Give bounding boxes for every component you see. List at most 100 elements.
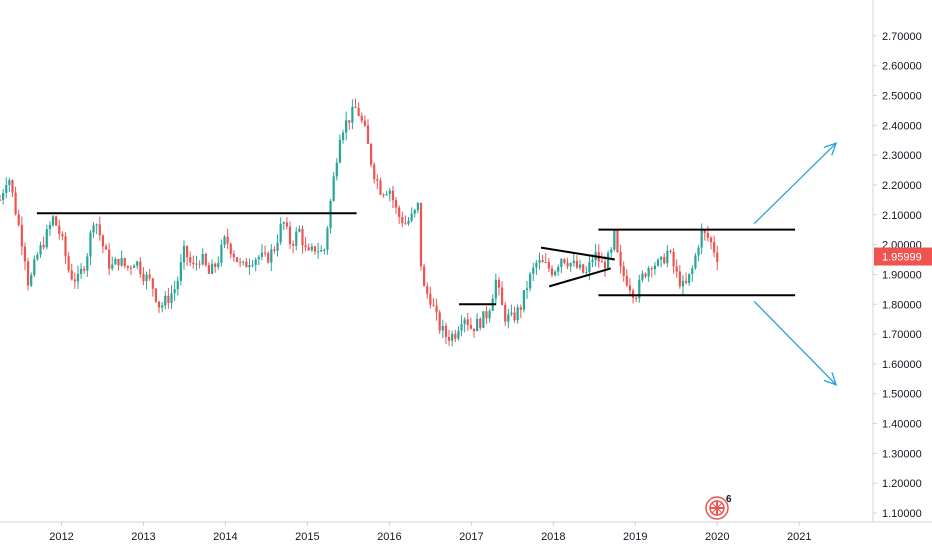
candle[interactable] — [569, 262, 572, 272]
candle[interactable] — [95, 223, 98, 235]
candle[interactable] — [519, 304, 522, 318]
candle[interactable] — [338, 134, 342, 164]
candle[interactable] — [298, 225, 301, 233]
candle[interactable] — [482, 311, 485, 329]
candle[interactable] — [251, 260, 254, 268]
candle[interactable] — [510, 304, 513, 317]
candle[interactable] — [507, 309, 510, 329]
candle[interactable] — [45, 224, 48, 250]
candle[interactable] — [304, 237, 307, 252]
bullish-projection-arrow[interactable] — [753, 142, 838, 225]
candle[interactable] — [288, 221, 292, 250]
candle[interactable] — [494, 273, 497, 305]
candle[interactable] — [544, 253, 547, 264]
candle[interactable] — [466, 312, 469, 331]
candle[interactable] — [332, 172, 335, 202]
candle[interactable] — [351, 99, 354, 130]
candle[interactable] — [292, 240, 295, 254]
candle[interactable] — [516, 304, 519, 324]
candle[interactable] — [416, 202, 419, 214]
candle[interactable] — [345, 111, 348, 141]
candle[interactable] — [229, 242, 232, 259]
candle[interactable] — [675, 259, 678, 278]
candle[interactable] — [525, 281, 529, 299]
candle[interactable] — [684, 272, 688, 285]
candle[interactable] — [173, 280, 176, 302]
candle[interactable] — [86, 253, 89, 277]
candle[interactable] — [79, 263, 83, 279]
candle[interactable] — [0, 194, 2, 202]
candle[interactable] — [472, 328, 476, 338]
candle[interactable] — [36, 251, 39, 261]
candle[interactable] — [301, 225, 304, 254]
candle[interactable] — [650, 266, 653, 278]
candle[interactable] — [535, 260, 538, 275]
candle[interactable] — [588, 255, 591, 280]
candle[interactable] — [198, 260, 201, 269]
event-badge[interactable]: 6 — [705, 494, 732, 520]
candle[interactable] — [435, 298, 438, 321]
candle[interactable] — [432, 297, 435, 307]
candle[interactable] — [316, 242, 320, 259]
candle[interactable] — [497, 277, 501, 296]
triangle-lower-line[interactable] — [548, 267, 611, 288]
candle[interactable] — [167, 287, 170, 309]
candle[interactable] — [376, 174, 379, 190]
candle[interactable] — [67, 252, 70, 273]
candle[interactable] — [111, 256, 114, 271]
candle[interactable] — [479, 317, 482, 331]
candle[interactable] — [335, 158, 338, 181]
candle[interactable] — [73, 272, 76, 289]
candle[interactable] — [348, 120, 351, 131]
candle[interactable] — [108, 243, 111, 275]
candle[interactable] — [11, 179, 14, 198]
candle[interactable] — [157, 301, 161, 313]
candle[interactable] — [410, 207, 413, 223]
candle[interactable] — [500, 281, 504, 306]
candle[interactable] — [572, 252, 575, 267]
candle[interactable] — [23, 242, 27, 271]
candle[interactable] — [83, 266, 86, 274]
time-axis[interactable]: 2012 2013 2014 2015 2016 2017 2018 2019 2020 2021 — [49, 522, 811, 543]
candle[interactable] — [694, 252, 697, 270]
candle[interactable] — [98, 216, 101, 241]
candle[interactable] — [557, 264, 560, 277]
candle[interactable] — [92, 222, 95, 238]
candle[interactable] — [447, 329, 451, 346]
candle[interactable] — [709, 236, 713, 250]
candle[interactable] — [89, 230, 92, 266]
candle[interactable] — [182, 240, 186, 270]
candle[interactable] — [17, 209, 20, 227]
candle[interactable] — [282, 221, 285, 231]
candle[interactable] — [388, 187, 391, 202]
candle[interactable] — [644, 272, 647, 279]
candle[interactable] — [563, 258, 566, 265]
candle[interactable] — [354, 98, 357, 109]
candle[interactable] — [48, 221, 51, 236]
candle[interactable] — [295, 227, 298, 251]
candle[interactable] — [14, 186, 17, 216]
current-price-badge[interactable]: 1.95999 — [874, 247, 932, 266]
candle[interactable] — [628, 278, 632, 297]
candle[interactable] — [179, 254, 182, 286]
candle[interactable] — [254, 257, 257, 272]
candle[interactable] — [653, 261, 656, 276]
candle[interactable] — [192, 255, 195, 269]
candle[interactable] — [373, 162, 376, 184]
plot-area[interactable] — [0, 98, 719, 347]
candle[interactable] — [413, 209, 416, 218]
candle[interactable] — [114, 257, 117, 265]
candle[interactable] — [610, 247, 613, 259]
candle[interactable] — [26, 257, 30, 291]
candle[interactable] — [532, 262, 535, 282]
candle[interactable] — [129, 265, 133, 275]
candle[interactable] — [366, 119, 370, 145]
candle[interactable] — [426, 282, 429, 299]
candle[interactable] — [245, 258, 248, 268]
candle[interactable] — [394, 196, 398, 215]
candle[interactable] — [578, 259, 582, 270]
candle[interactable] — [382, 193, 385, 198]
drawing-layer[interactable] — [36, 142, 838, 386]
candle[interactable] — [379, 177, 382, 196]
candle[interactable] — [575, 255, 579, 270]
